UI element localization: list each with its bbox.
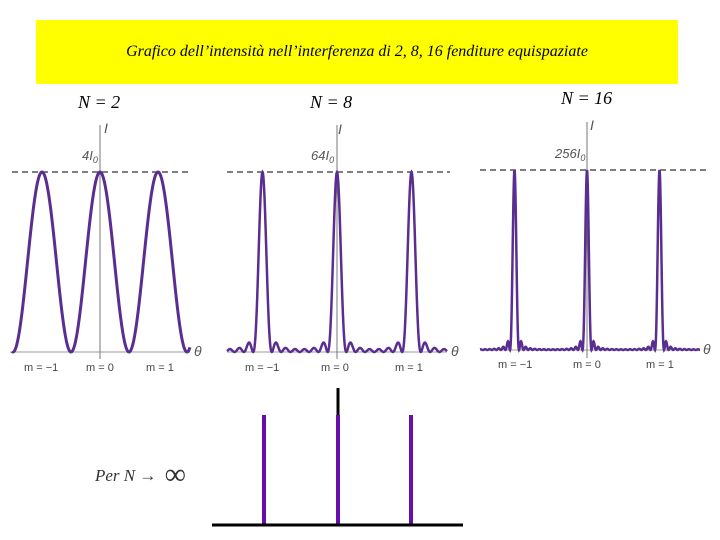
- infinite-slits-plot: [212, 388, 463, 527]
- peak-label: 64I0: [311, 148, 334, 165]
- x-axis-label: θ: [194, 343, 202, 359]
- page-title: Grafico dell’intensità nell’interferenza…: [126, 43, 588, 60]
- order-label-m1: m = 1: [395, 362, 423, 374]
- limit-label: Per N → ∞: [95, 458, 186, 492]
- order-label-m-1: m = −1: [24, 362, 58, 374]
- order-label-m1: m = 1: [146, 362, 174, 374]
- order-label-m0: m = 0: [573, 359, 601, 371]
- peak-label: 4I0: [82, 148, 98, 165]
- order-label-m0: m = 0: [321, 362, 349, 374]
- intensity-curve: [479, 169, 701, 353]
- order-label-m-1: m = −1: [498, 359, 532, 371]
- intensity-plot-n2: I 4I0 θ m = −1 m = 0 m = 1: [10, 120, 202, 374]
- n2-label: N = 2: [78, 92, 121, 112]
- intensity-curve: [10, 170, 192, 354]
- intensity-curve: [226, 169, 448, 354]
- infinity-symbol: ∞: [164, 458, 187, 491]
- order-label-m-1: m = −1: [245, 362, 279, 374]
- peak-label: 256I0: [554, 146, 585, 163]
- limit-prefix: Per N: [95, 466, 136, 485]
- x-axis-label: θ: [703, 341, 711, 357]
- y-axis-label: I: [104, 120, 108, 136]
- title-banner: Grafico dell’intensità nell’interferenza…: [36, 20, 678, 84]
- intensity-plot-n16: I 256I0 θ m = −1 m = 0 m = 1: [479, 117, 711, 371]
- y-axis-label: I: [590, 117, 594, 133]
- n8-label: N = 8: [310, 92, 353, 112]
- x-axis-label: θ: [451, 343, 459, 359]
- order-label-m0: m = 0: [86, 362, 114, 374]
- n16-label: N = 16: [561, 88, 613, 108]
- intensity-plot-n8: I 64I0 θ m = −1 m = 0 m = 1: [226, 121, 459, 374]
- order-label-m1: m = 1: [646, 359, 674, 371]
- limit-arrow: →: [139, 466, 157, 485]
- y-axis-label: I: [338, 121, 342, 137]
